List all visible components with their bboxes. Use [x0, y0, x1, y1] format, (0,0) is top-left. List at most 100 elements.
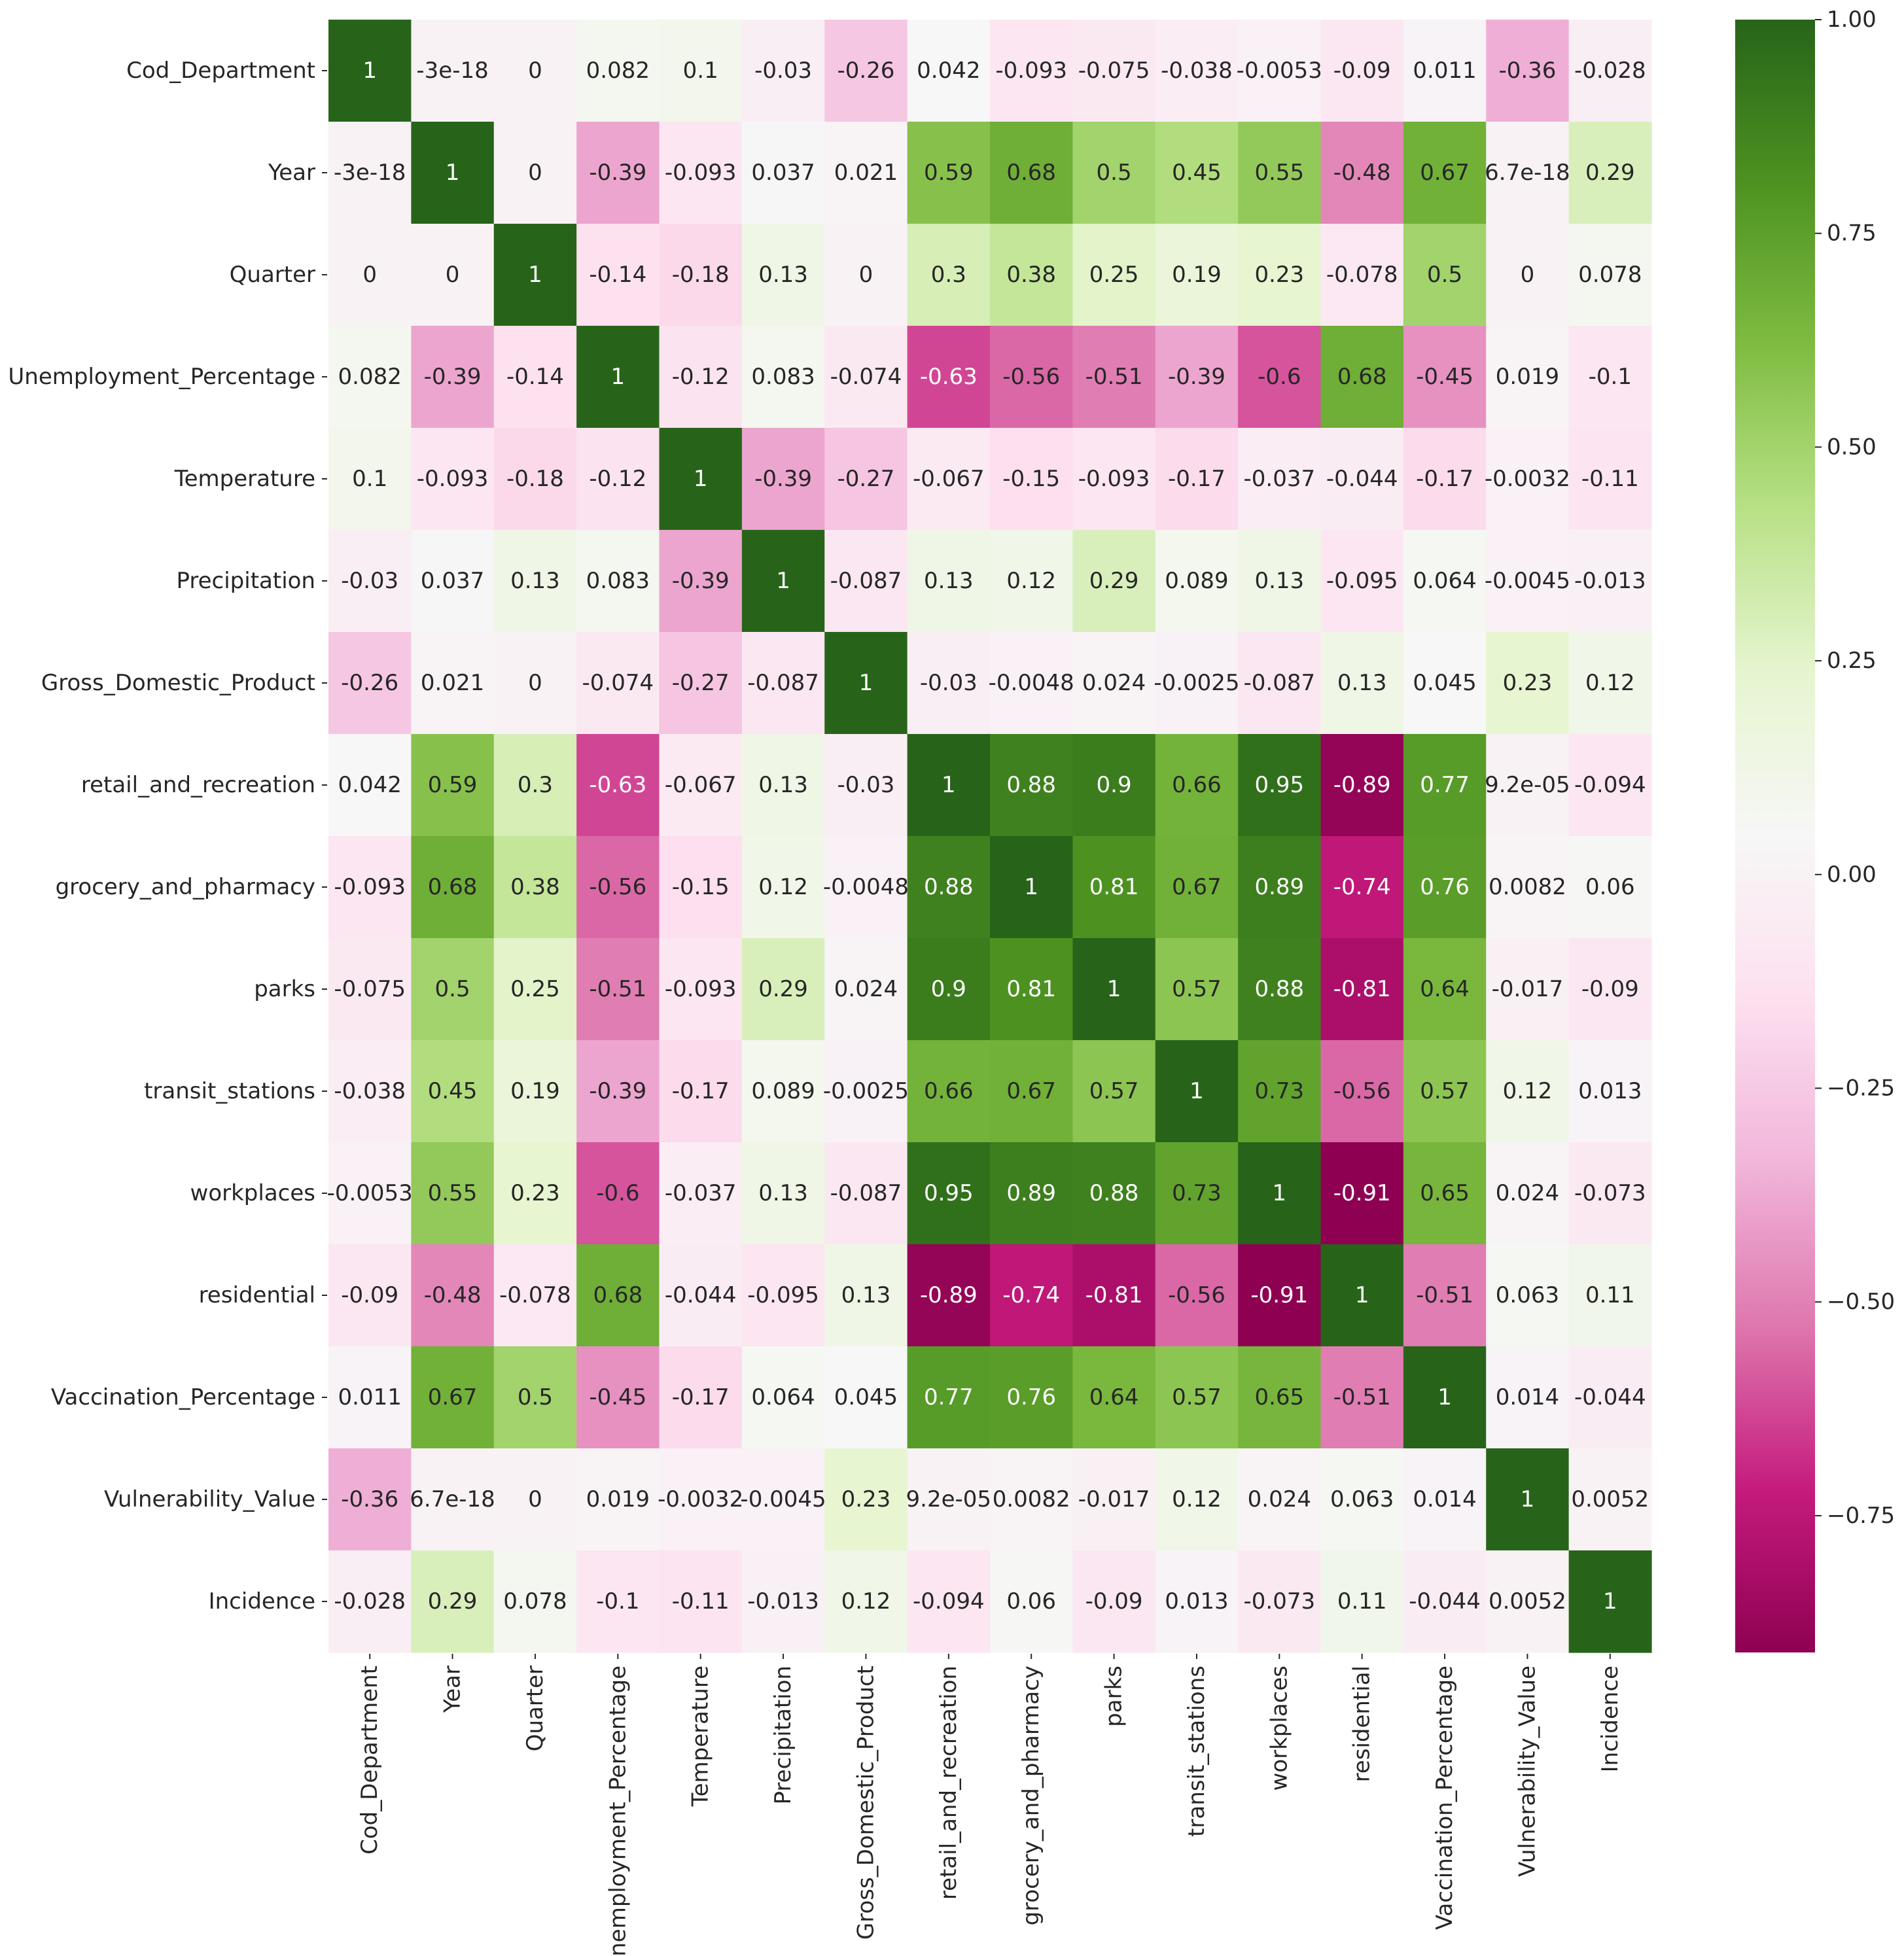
heatmap-cell [907, 122, 991, 224]
heatmap-cell [1072, 938, 1156, 1041]
heatmap-cell [411, 734, 495, 837]
heatmap-cell [907, 1448, 991, 1551]
cell-value-label: 0.083 [751, 364, 815, 390]
heatmap-cell [1072, 1346, 1156, 1449]
heatmap-cell [411, 836, 495, 939]
heatmap-cell [1568, 20, 1652, 122]
heatmap-cell [1320, 836, 1404, 939]
x-tick-label-unemployment-percentage: Unemployment_Percentage [605, 1666, 631, 1956]
cell-value-label: 0.77 [1420, 772, 1470, 798]
heatmap-cell [1403, 632, 1487, 735]
cell-value-label: -0.093 [665, 160, 737, 186]
heatmap-cell [1486, 530, 1570, 633]
heatmap-cell [824, 428, 908, 531]
cell-value-label: 0 [859, 262, 873, 288]
cell-value-label: 0.57 [1172, 1384, 1222, 1410]
cell-value-label: 0.45 [428, 1078, 478, 1104]
cell-value-label: -0.26 [341, 670, 398, 696]
cell-value-label: 0.88 [1254, 976, 1304, 1002]
heatmap-cell [328, 1448, 412, 1551]
heatmap-cell [990, 224, 1073, 326]
colorbar-tick-label: 0.50 [1827, 434, 1877, 460]
cell-value-label: 0.3 [931, 262, 966, 288]
cell-value-label: 1 [1272, 1180, 1286, 1206]
heatmap-cell [907, 20, 991, 122]
heatmap-cell [990, 326, 1073, 428]
cell-value-label: 1 [362, 58, 377, 84]
cell-value-label: -0.017 [1078, 1486, 1150, 1512]
cell-value-label: 0.59 [924, 160, 974, 186]
heatmap-cell [1320, 428, 1404, 531]
heatmap-cell [576, 428, 660, 531]
heatmap-cell [493, 326, 577, 428]
heatmap-cell [576, 1142, 660, 1245]
cell-value-label: -0.09 [1581, 976, 1639, 1002]
heatmap-cell [907, 326, 991, 428]
heatmap-cell [1486, 20, 1570, 122]
cell-value-label: 0.76 [1420, 874, 1470, 900]
cell-value-label: 0.13 [758, 1180, 808, 1206]
cell-value-label: 0.65 [1254, 1384, 1304, 1410]
cell-value-label: -0.36 [341, 1486, 398, 1512]
heatmap-cell [328, 326, 412, 428]
cell-value-label: -0.51 [1416, 1282, 1473, 1308]
cell-value-label: 0.57 [1089, 1078, 1139, 1104]
heatmap-cell [990, 938, 1073, 1041]
heatmap-cell [328, 1040, 412, 1143]
cell-value-label: 0.67 [1006, 1078, 1056, 1104]
heatmap-cell [1486, 1142, 1570, 1245]
cell-value-label: -0.0032 [658, 1486, 743, 1512]
cell-value-label: 0.9 [1097, 772, 1132, 798]
heatmap-cell [741, 1550, 825, 1653]
cell-value-label: 1 [610, 364, 625, 390]
cell-value-label: 0.019 [586, 1486, 650, 1512]
cell-value-label: 0.23 [510, 1180, 560, 1206]
cell-value-label: -0.39 [589, 1078, 646, 1104]
heatmap-cell [1238, 122, 1322, 224]
cell-value-label: -0.074 [830, 364, 902, 390]
heatmap-cell [1568, 428, 1652, 531]
heatmap-cell [1403, 1142, 1487, 1245]
heatmap-cell [824, 1142, 908, 1245]
cell-value-label: -0.63 [920, 364, 978, 390]
cell-value-label: 1 [859, 670, 873, 696]
y-tick-label-quarter: Quarter [230, 262, 315, 288]
cell-value-label: -3e-18 [334, 160, 406, 186]
heatmap-cell [328, 734, 412, 837]
x-axis-labels: Cod_Department Year Quarter Unemployment_Pe… [357, 1654, 1623, 1956]
heatmap-cell [741, 836, 825, 939]
cell-value-label: 1 [446, 160, 460, 186]
cell-value-label: 0.12 [1172, 1486, 1222, 1512]
heatmap-cell [1403, 428, 1487, 531]
heatmap-cell [493, 1346, 577, 1449]
heatmap-cell [328, 530, 412, 633]
heatmap-cell [493, 632, 577, 735]
heatmap-cell [411, 1040, 495, 1143]
cell-value-label: -0.044 [665, 1282, 737, 1308]
heatmap-cell [1403, 1550, 1487, 1653]
cell-value-label: -0.89 [920, 1282, 978, 1308]
heatmap-cell [990, 1550, 1073, 1653]
cell-value-label: 0.013 [1578, 1078, 1642, 1104]
cell-value-label: -0.0053 [327, 1180, 413, 1206]
cell-value-label: -0.044 [1326, 466, 1398, 492]
heatmap-cell [659, 326, 743, 428]
heatmap-cell [741, 224, 825, 326]
heatmap-cell [1238, 1550, 1322, 1653]
heatmap-cell [411, 632, 495, 735]
heatmap-cell [1072, 1040, 1156, 1143]
x-tick-label-precipitation: Precipitation [770, 1666, 796, 1805]
heatmap-cell [907, 530, 991, 633]
heatmap-cell [576, 20, 660, 122]
heatmap-cell [659, 1550, 743, 1653]
cell-value-label: -0.6 [1258, 364, 1301, 390]
heatmap-cell [1072, 836, 1156, 939]
cell-value-label: 0.59 [428, 772, 478, 798]
x-tick-label-retail-and-recreation: retail_and_recreation [936, 1666, 962, 1900]
heatmap-cell [576, 836, 660, 939]
colorbar-tick-label: −0.25 [1827, 1075, 1895, 1102]
heatmap-cell [411, 1346, 495, 1449]
cell-value-label: 0.12 [841, 1588, 891, 1615]
cell-value-label: 6.7e-18 [410, 1486, 495, 1512]
